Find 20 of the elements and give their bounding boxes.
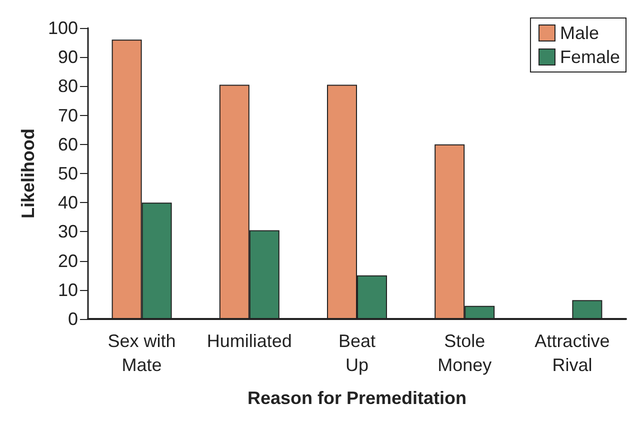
y-tick-label: 0 [68,309,78,329]
y-tick-label: 80 [58,76,78,96]
x-tick-label: Sex with Mate [108,331,176,375]
y-tick-label: 30 [58,222,78,242]
y-tick-label: 100 [48,18,78,38]
y-axis-title: Likelihood [18,128,38,218]
x-axis-title: Reason for Premeditation [247,388,467,408]
y-tick-label: 90 [58,47,78,68]
y-tick-label: 70 [58,105,78,126]
x-tick-label: Beat Up [338,331,376,375]
legend-label: Male [560,23,599,43]
x-tick-label: Attractive Rival [534,331,610,375]
y-tick-label: 60 [58,134,78,154]
legend-label: Female [560,47,620,67]
y-tick-label: 50 [58,164,78,184]
x-tick-label: Humiliated [206,331,292,351]
x-tick-label: Stole Money [438,331,492,375]
y-tick-label: 10 [58,280,78,300]
y-tick-label: 40 [58,192,78,213]
y-tick-label: 20 [58,250,78,271]
